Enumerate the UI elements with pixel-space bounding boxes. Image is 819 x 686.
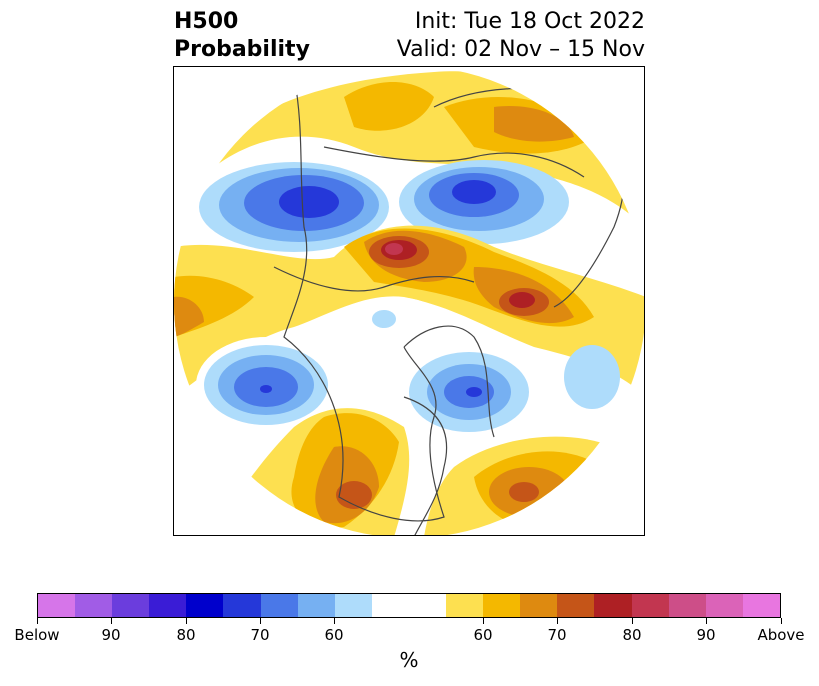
colorbar-tick [557,618,558,624]
colorbar-segment [408,594,447,617]
cold-anomaly-europe [199,162,389,252]
colorbar-tick-label: 90 [696,626,716,644]
date-info: Init: Tue 18 Oct 2022 Valid: 02 Nov – 15… [397,8,645,64]
colorbar-segment [260,594,298,617]
colorbar-tick [111,618,112,624]
colorbar-tick [260,618,261,624]
colorbar-tick [334,618,335,624]
colorbar-segment [631,594,669,617]
chart-title: H500 Probability [174,8,310,64]
colorbar-segment [483,594,521,617]
type-label: Probability [174,37,310,62]
colorbar-tick-label: 80 [622,626,642,644]
colorbar-tick [632,618,633,624]
colorbar-segment [112,594,150,617]
map-disc [174,67,644,535]
colorbar-segment [668,594,706,617]
colorbar-segment [149,594,187,617]
colorbar-segment [594,594,632,617]
polar-map [173,66,645,536]
colorbar-segment [446,594,484,617]
colorbar-tick [483,618,484,624]
colorbar-segment [186,594,224,617]
colorbar-segment [38,594,76,617]
colorbar-segment [371,594,409,617]
pole-area [344,297,444,347]
colorbar-tick-label: 70 [250,626,270,644]
colorbar [37,593,781,618]
colorbar-tick-label: 80 [176,626,196,644]
valid-range: Valid: 02 Nov – 15 Nov [396,37,645,62]
colorbar-tick-label: 90 [101,626,121,644]
cold-anomaly-atlantic [564,345,620,409]
colorbar-segment [334,594,372,617]
colorbar-tick-label: 60 [324,626,344,644]
colorbar-segment [520,594,558,617]
cold-anomaly-canada [409,352,529,432]
colorbar-segment [705,594,743,617]
colorbar-segment [297,594,335,617]
colorbar-tick [37,618,38,624]
colorbar-segment [742,594,780,617]
colorbar-tick-label: Above [757,626,805,644]
colorbar-segment [75,594,113,617]
cold-anomaly-pacific [196,337,336,433]
unit-label: % [399,648,419,672]
colorbar-tick [781,618,782,624]
colorbar-tick [186,618,187,624]
colorbar-segment [223,594,261,617]
variable-label: H500 [174,9,239,34]
probability-map [174,67,644,535]
warm-anomaly-central [174,225,644,397]
colorbar-tick [706,618,707,624]
colorbar-segment [557,594,595,617]
colorbar-tick-label: 60 [473,626,493,644]
colorbar-tick-label: Below [14,626,60,644]
cold-anomaly-siberia [399,160,569,244]
colorbar-tick-label: 70 [547,626,567,644]
init-date: Init: Tue 18 Oct 2022 [414,9,645,34]
